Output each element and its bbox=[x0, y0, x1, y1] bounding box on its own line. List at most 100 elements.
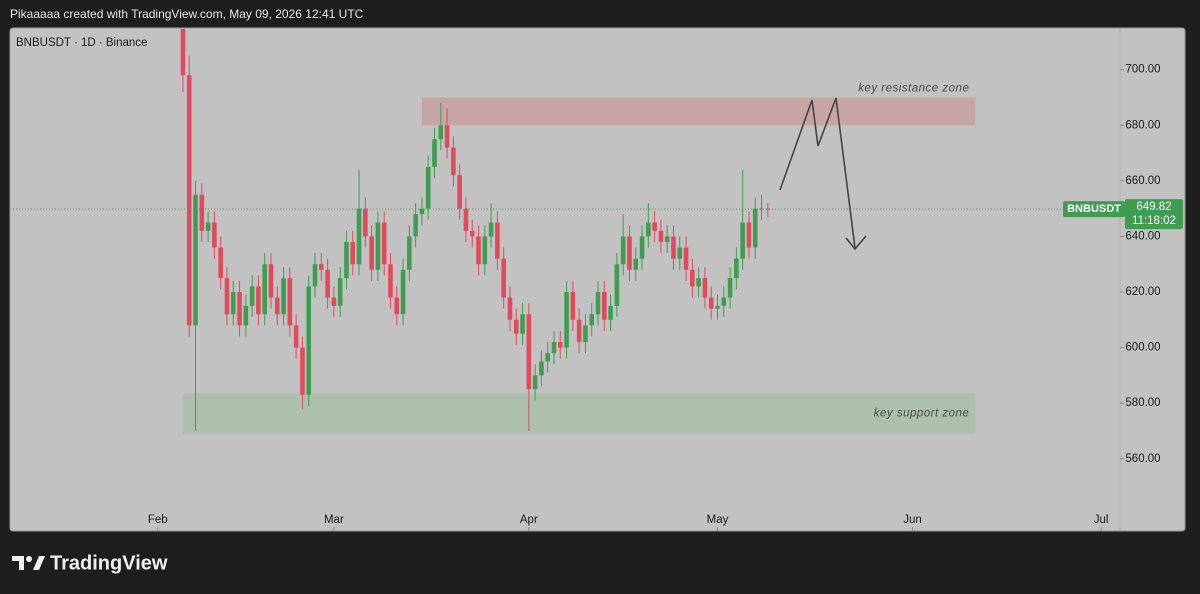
candle-body bbox=[325, 269, 330, 298]
candle-body bbox=[520, 314, 525, 334]
last-price-label: 649.82 bbox=[1136, 201, 1171, 213]
candle-body bbox=[583, 325, 588, 343]
candle-body bbox=[249, 286, 255, 306]
candle-body bbox=[237, 292, 242, 326]
candle-body bbox=[369, 236, 374, 270]
candle-body bbox=[595, 292, 601, 315]
symbol-label: BNBUSDT bbox=[1067, 203, 1121, 215]
candle-body bbox=[664, 236, 670, 242]
candle-body bbox=[633, 258, 639, 270]
candle-body bbox=[293, 325, 299, 348]
candle-body bbox=[243, 305, 249, 326]
arrow-head bbox=[845, 235, 867, 251]
y-tick-label: 560.00 bbox=[1125, 453, 1160, 465]
y-tick-label: 640.00 bbox=[1125, 230, 1160, 242]
candle-body bbox=[715, 305, 720, 309]
candle-body bbox=[727, 278, 733, 298]
candle-body bbox=[218, 247, 223, 279]
candle-body bbox=[620, 236, 626, 265]
candle-body bbox=[212, 222, 217, 248]
candle-body bbox=[740, 222, 745, 259]
candle-body bbox=[300, 347, 305, 395]
y-tick-label: 620.00 bbox=[1125, 286, 1160, 298]
candle-body bbox=[746, 222, 752, 248]
candle-body bbox=[344, 241, 349, 279]
candle-body bbox=[564, 292, 569, 348]
zone-label: key resistance zone bbox=[858, 83, 969, 95]
y-tick-label: 580.00 bbox=[1125, 397, 1160, 409]
candle-body bbox=[407, 236, 412, 270]
overlay: 560.00 580.00 600.00 620.00 640.00 660.00 680.… bbox=[148, 64, 1183, 531]
candle-body bbox=[488, 222, 494, 237]
candle-body bbox=[708, 297, 714, 309]
candle-body bbox=[230, 292, 236, 315]
candle-body bbox=[476, 236, 481, 265]
candle-body bbox=[306, 286, 312, 395]
candle-body bbox=[469, 230, 475, 237]
candle-body bbox=[350, 241, 356, 265]
price-tag bbox=[1125, 199, 1183, 230]
brand-name: TradingView bbox=[50, 552, 168, 574]
candle-body bbox=[683, 247, 689, 270]
y-tick-label: 660.00 bbox=[1125, 175, 1160, 187]
y-tick-label: 600.00 bbox=[1125, 342, 1160, 354]
y-tick-label: 700.00 bbox=[1125, 64, 1160, 76]
candle-body bbox=[677, 247, 683, 259]
candle-body bbox=[614, 264, 620, 306]
candle-body bbox=[425, 166, 431, 209]
x-tick-label: May bbox=[707, 514, 729, 526]
candle-body bbox=[570, 292, 576, 320]
candle-body bbox=[752, 208, 758, 248]
candle-body bbox=[734, 258, 739, 279]
candle-body bbox=[287, 278, 293, 326]
candle-body bbox=[545, 353, 551, 362]
candle-body bbox=[652, 222, 657, 231]
candle-body bbox=[281, 278, 286, 315]
x-tick-label: Apr bbox=[520, 514, 538, 526]
candle-body bbox=[186, 75, 192, 326]
candle-body bbox=[495, 222, 500, 259]
x-tick-label: Mar bbox=[324, 514, 344, 526]
candle-body bbox=[180, 29, 186, 76]
candle-body bbox=[205, 222, 211, 231]
candle-body bbox=[658, 230, 664, 242]
zone bbox=[421, 97, 976, 126]
candle-body bbox=[256, 286, 261, 315]
brand-logo bbox=[12, 556, 45, 570]
header: Pikaaaaa created with TradingView.com, M… bbox=[10, 7, 364, 21]
candle-body bbox=[501, 258, 506, 298]
candle-body bbox=[526, 314, 532, 390]
candle-body bbox=[381, 222, 387, 265]
countdown: 11:18:02 bbox=[1132, 215, 1176, 227]
x-tick-label: Feb bbox=[148, 514, 168, 526]
candle-body bbox=[576, 319, 582, 343]
candle-body bbox=[224, 278, 230, 315]
zone-label: key support zone bbox=[874, 408, 970, 420]
candle-body bbox=[463, 208, 469, 231]
candle-body bbox=[413, 214, 418, 237]
candle-body bbox=[419, 208, 425, 215]
candle-body bbox=[702, 278, 708, 298]
candle-body bbox=[331, 297, 337, 306]
candle-body bbox=[690, 269, 695, 287]
candle-body bbox=[513, 319, 519, 334]
candle-body bbox=[394, 297, 400, 315]
candle-body bbox=[337, 278, 343, 306]
candle-body bbox=[193, 194, 198, 326]
zone bbox=[182, 393, 976, 434]
candle-body bbox=[532, 375, 538, 390]
candle-body bbox=[646, 222, 651, 237]
candle-body bbox=[432, 139, 437, 167]
candle-body bbox=[444, 125, 450, 148]
y-tick-label: 680.00 bbox=[1125, 119, 1160, 131]
candle-body bbox=[557, 342, 563, 348]
candle-body bbox=[765, 208, 771, 210]
candle-body bbox=[457, 175, 462, 209]
symbol-tag bbox=[1063, 201, 1125, 218]
candle-body bbox=[363, 208, 368, 237]
candle-body bbox=[319, 264, 324, 270]
plot-area bbox=[11, 29, 1120, 434]
candle-body bbox=[639, 236, 645, 259]
candle-body bbox=[539, 361, 544, 376]
